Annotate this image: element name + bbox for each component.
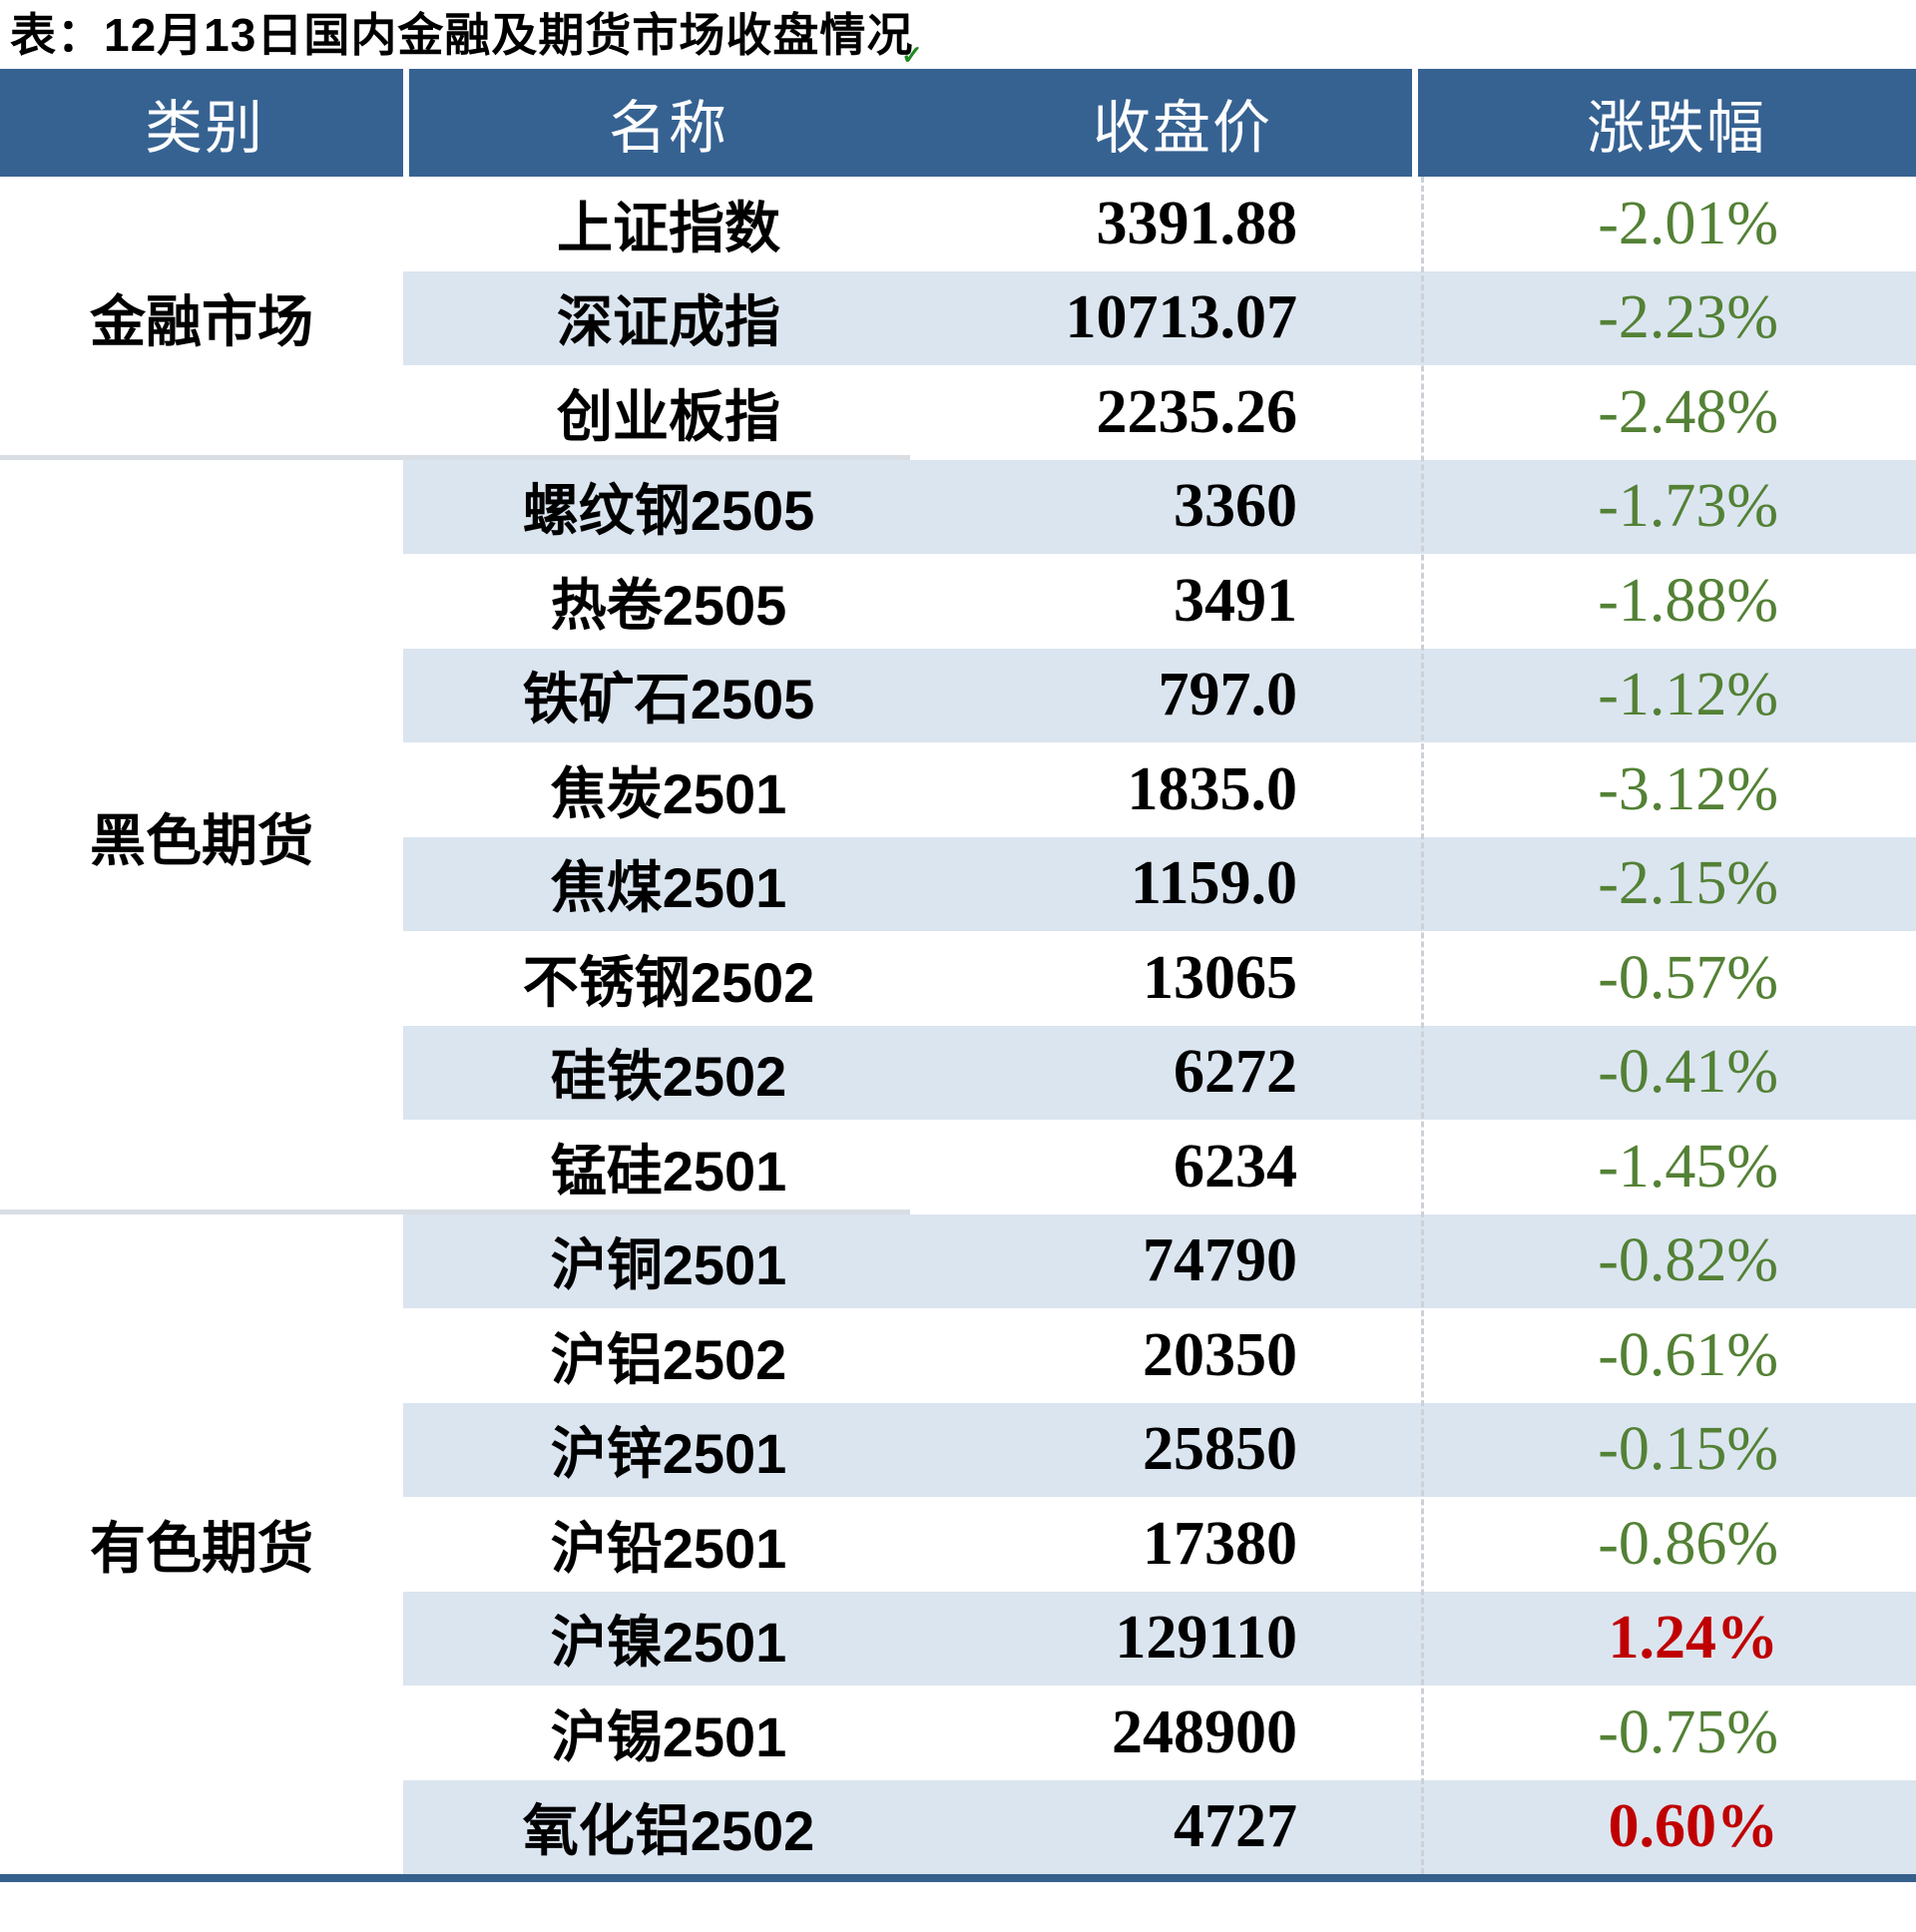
instrument-name: 上证指数 bbox=[557, 196, 780, 259]
change-percent-value: -2.01% bbox=[1598, 189, 1778, 257]
close-change-dashed-divider bbox=[1421, 177, 1424, 1874]
change-percent-value: -2.23% bbox=[1598, 283, 1778, 352]
change-percent-value: -1.45% bbox=[1598, 1132, 1778, 1201]
instrument-name: 焦煤2501 bbox=[550, 856, 787, 920]
change-percent-value: -1.88% bbox=[1598, 566, 1778, 635]
change-percent-value: -3.12% bbox=[1598, 754, 1778, 823]
close-price-value: 6234 bbox=[1174, 1132, 1297, 1201]
close-price-value: 3391.88 bbox=[1096, 189, 1298, 257]
instrument-name: 沪铝2502 bbox=[550, 1327, 787, 1391]
close-price-value: 20350 bbox=[1143, 1320, 1297, 1389]
close-price-value: 3360 bbox=[1174, 472, 1297, 541]
column-header-category: 类别 bbox=[144, 96, 264, 161]
change-percent-value: -0.82% bbox=[1598, 1226, 1778, 1295]
group-separator-line bbox=[0, 1208, 910, 1214]
instrument-name: 热卷2505 bbox=[550, 573, 787, 637]
instrument-name: 沪铅2501 bbox=[550, 1516, 787, 1580]
group-separator-line bbox=[0, 454, 910, 460]
green-tick-artifact: ✓ bbox=[901, 40, 923, 70]
category-group-label: 黑色期货 bbox=[90, 809, 313, 872]
change-percent-value: -2.15% bbox=[1598, 849, 1778, 918]
category-group-label: 有色期货 bbox=[90, 1516, 313, 1580]
change-percent-value: -0.86% bbox=[1598, 1509, 1778, 1578]
column-header-name: 名称 bbox=[608, 96, 728, 161]
close-price-value: 3491 bbox=[1174, 566, 1297, 635]
instrument-name: 铁矿石2505 bbox=[522, 668, 815, 731]
instrument-name: 沪镍2501 bbox=[550, 1611, 787, 1675]
close-price-value: 25850 bbox=[1143, 1415, 1297, 1484]
header-column-divider bbox=[1412, 69, 1418, 177]
change-percent-value: -1.12% bbox=[1598, 661, 1778, 729]
instrument-name: 创业板指 bbox=[557, 384, 780, 448]
instrument-name: 硅铁2502 bbox=[550, 1045, 787, 1109]
instrument-name: 焦炭2501 bbox=[550, 761, 787, 825]
instrument-name: 锰硅2501 bbox=[550, 1139, 787, 1203]
instrument-name: 沪锡2501 bbox=[550, 1704, 787, 1768]
close-price-value: 4727 bbox=[1174, 1792, 1297, 1861]
close-price-value: 2235.26 bbox=[1096, 377, 1298, 446]
row-stripe-background bbox=[403, 648, 1916, 742]
row-stripe-background bbox=[403, 836, 1916, 931]
close-price-value: 129110 bbox=[1115, 1604, 1297, 1673]
change-percent-value: -2.48% bbox=[1598, 377, 1778, 446]
row-stripe-background bbox=[403, 1213, 1916, 1308]
row-stripe-background bbox=[403, 1779, 1916, 1874]
close-price-value: 248900 bbox=[1112, 1697, 1297, 1766]
close-price-value: 74790 bbox=[1143, 1226, 1297, 1295]
close-price-value: 797.0 bbox=[1158, 661, 1298, 729]
row-stripe-background bbox=[403, 270, 1916, 365]
column-header-change: 涨跌幅 bbox=[1586, 96, 1766, 161]
row-stripe-background bbox=[403, 1402, 1916, 1497]
change-percent-value: -0.41% bbox=[1598, 1038, 1778, 1107]
instrument-name: 氧化铝2502 bbox=[522, 1799, 815, 1863]
change-percent-value: -0.15% bbox=[1598, 1415, 1778, 1484]
close-price-value: 17380 bbox=[1143, 1509, 1297, 1578]
page-title: 表：12月13日国内金融及期货市场收盘情况 bbox=[10, 9, 914, 61]
close-price-value: 10713.07 bbox=[1065, 283, 1298, 352]
instrument-name: 沪锌2501 bbox=[550, 1422, 787, 1486]
instrument-name: 沪铜2501 bbox=[550, 1233, 787, 1297]
instrument-name: 不锈钢2502 bbox=[522, 950, 815, 1014]
table-bottom-border bbox=[0, 1874, 1916, 1882]
row-stripe-background bbox=[403, 459, 1916, 554]
change-percent-value: 1.24% bbox=[1608, 1604, 1779, 1673]
close-price-value: 1159.0 bbox=[1130, 849, 1297, 918]
change-percent-value: -0.57% bbox=[1598, 943, 1778, 1012]
column-header-close: 收盘价 bbox=[1092, 96, 1272, 161]
table-header-row: 类别 名称 收盘价 涨跌幅 bbox=[0, 69, 1916, 177]
change-percent-value: -1.73% bbox=[1598, 472, 1778, 541]
change-percent-value: -0.61% bbox=[1598, 1320, 1778, 1389]
change-percent-value: -0.75% bbox=[1598, 1697, 1778, 1766]
row-stripe-background bbox=[403, 1591, 1916, 1686]
close-price-value: 6272 bbox=[1174, 1038, 1297, 1107]
row-stripe-background bbox=[403, 1025, 1916, 1120]
change-percent-value: 0.60% bbox=[1608, 1792, 1779, 1861]
close-price-value: 13065 bbox=[1143, 943, 1297, 1012]
instrument-name: 深证成指 bbox=[557, 290, 780, 354]
close-price-value: 1835.0 bbox=[1127, 754, 1298, 823]
instrument-name: 螺纹钢2505 bbox=[522, 479, 815, 543]
header-column-divider bbox=[403, 69, 409, 177]
category-group-label: 金融市场 bbox=[90, 290, 313, 354]
